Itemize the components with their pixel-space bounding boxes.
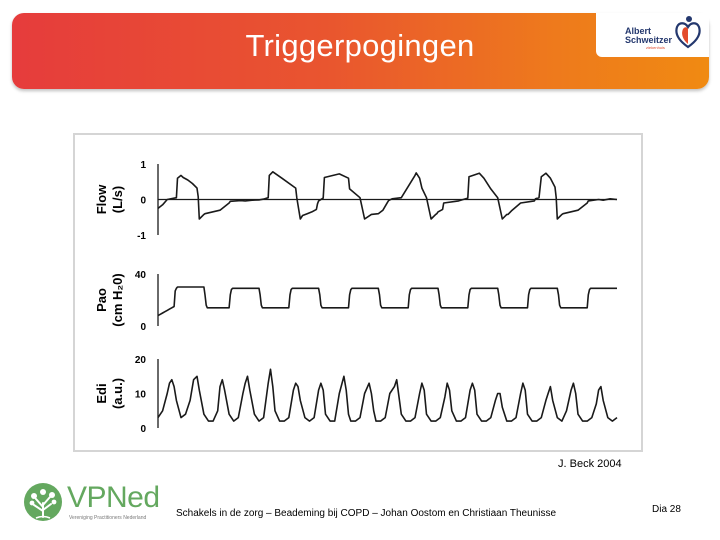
hospital-logo-line2: Schweitzer: [625, 35, 673, 45]
panel-pao: Pao (cm H₂0) 40 0: [94, 270, 617, 333]
ytick-label: 10: [135, 390, 147, 401]
ylabel-edi: Edi: [94, 383, 109, 403]
heart-figure-icon: [675, 16, 701, 49]
series-line-pao: [157, 286, 617, 317]
ytick-label: -1: [137, 231, 146, 242]
slide-title: Triggerpogingen: [245, 28, 475, 63]
vpned-logo-subtitle: Vereniging Practitioners Nederland: [69, 515, 147, 521]
source-citation: J. Beck 2004: [558, 458, 622, 470]
hospital-logo: [596, 13, 709, 57]
yunit-edi: (a.u.): [110, 378, 125, 409]
yunit-flow: (L/s): [110, 186, 125, 213]
ylabel-pao: Pao: [94, 288, 109, 312]
ytick-label: 0: [140, 196, 146, 207]
hospital-logo-line3: ziekenhuis: [646, 45, 665, 50]
ytick-label: 20: [135, 355, 147, 366]
series-line-edi: [157, 368, 618, 422]
ytick-label: 1: [140, 160, 146, 171]
slide-number: Dia 28: [652, 504, 681, 515]
panel-edi: Edi (a.u.) 20 10 0: [94, 355, 618, 435]
title-bar: [12, 13, 709, 89]
ytick-label: 0: [140, 322, 146, 333]
series-line-flow: [157, 170, 618, 220]
tree-icon: [24, 483, 62, 521]
hospital-logo-line1: Albert: [625, 26, 652, 36]
ytick-label: 0: [140, 424, 146, 435]
footer-text: Schakels in de zorg – Beademing bij COPD…: [176, 508, 557, 519]
ytick-label: 40: [135, 270, 147, 281]
figure-frame: [73, 133, 643, 452]
vpned-logo-name: VPNed: [67, 481, 160, 514]
ylabel-flow: Flow: [94, 184, 109, 214]
panel-flow: Flow (L/s) 1 0 -1: [94, 160, 618, 242]
yunit-pao: (cm H₂0): [110, 273, 125, 326]
